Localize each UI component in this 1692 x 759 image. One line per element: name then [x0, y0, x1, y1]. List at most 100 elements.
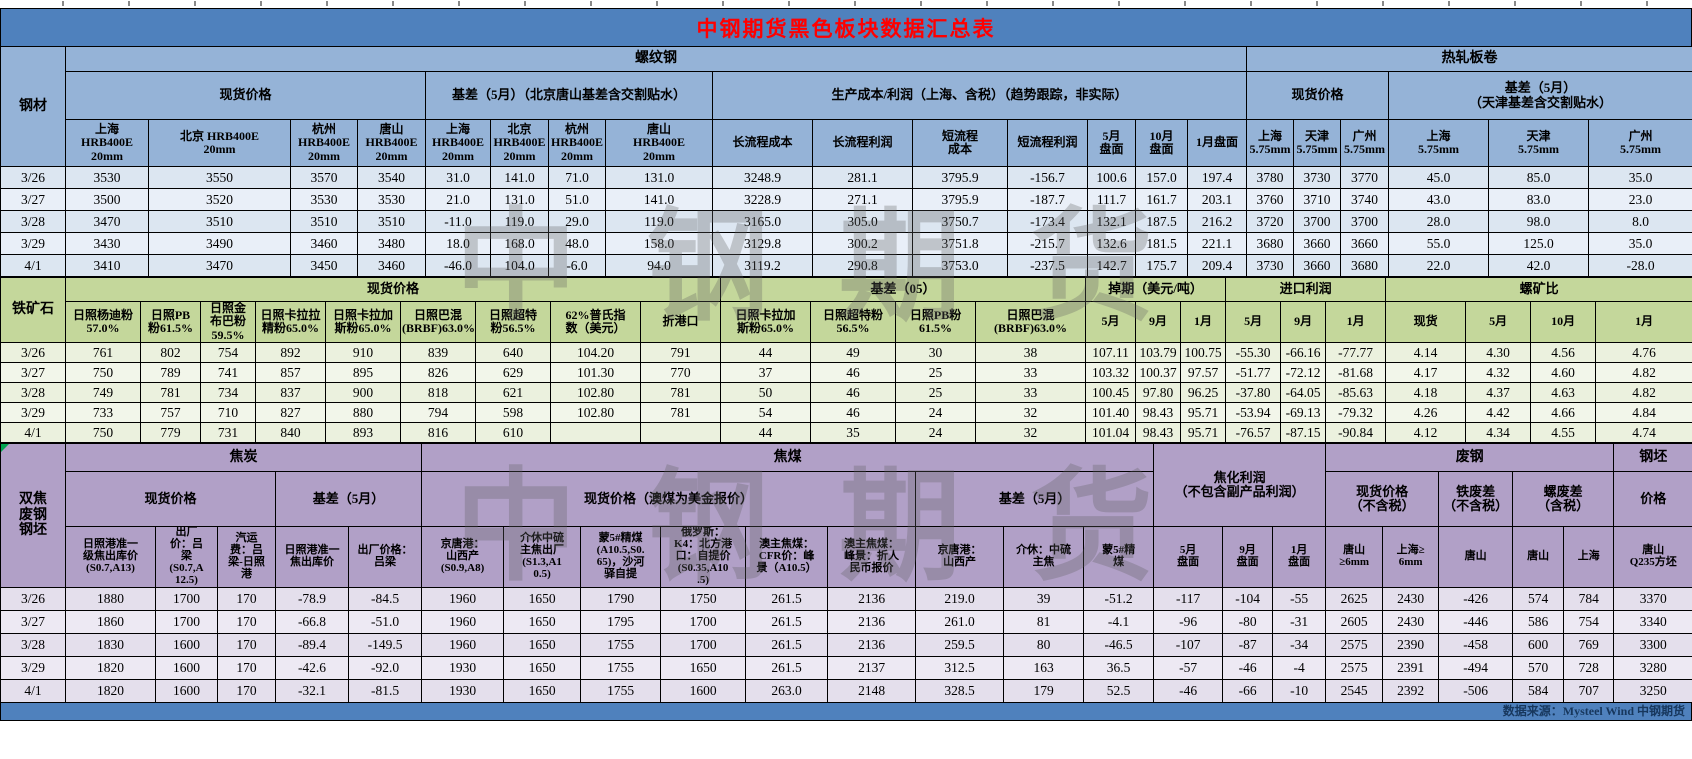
data-cell: 31.0 — [425, 166, 491, 189]
row-date: 3/28 — [0, 632, 66, 657]
data-cell: 259.5 — [915, 632, 1005, 657]
data-cell: -32.1 — [275, 678, 349, 703]
data-cell: 1600 — [660, 678, 747, 703]
column-header: 上海 5.75mm — [1388, 119, 1489, 167]
table-row: 3/28 3470 3510 3510 3510 -11.0 119.0 29.0 119.0 3… — [0, 210, 1692, 233]
column-header: 唐山 ≥6mm — [1325, 526, 1384, 588]
data-cell: 3750.7 — [912, 210, 1008, 233]
data-cell: 179 — [1003, 678, 1085, 703]
data-cell: 50 — [720, 382, 812, 404]
table-row: 3/26 3530 3550 3570 3540 31.0 141.0 71.0 131.0 32… — [0, 166, 1692, 189]
data-cell: 81 — [1003, 609, 1085, 634]
data-cell: 3570 — [290, 166, 358, 189]
data-cell: 2392 — [1382, 678, 1440, 703]
data-cell: 839 — [400, 342, 476, 364]
data-cell: 2148 — [827, 678, 917, 703]
column-header: 上海 — [1563, 526, 1615, 588]
data-cell: 3730 — [1293, 166, 1341, 189]
data-cell: 33 — [975, 362, 1087, 384]
group-header-cost-profit: 生产成本/利润（上海、含税）（趋势跟踪，非实际） — [712, 71, 1247, 120]
row-date: 3/29 — [0, 402, 66, 424]
data-cell: 141.0 — [490, 166, 549, 189]
column-header: 日照杨迪粉 57.0% — [65, 300, 141, 344]
data-cell: 741 — [200, 362, 256, 384]
column-header: 5月 — [1085, 300, 1137, 344]
data-cell: 1700 — [155, 609, 218, 634]
data-cell: 3680 — [1246, 232, 1294, 255]
data-cell: -46.0 — [425, 254, 491, 277]
data-cell: 4.76 — [1595, 342, 1692, 364]
column-header: 1月 盘面 — [1272, 526, 1327, 588]
table-row: 3/27 3500 3520 3530 3530 21.0 131.0 51.0 141.0 32… — [0, 188, 1692, 211]
data-cell: 2625 — [1325, 586, 1384, 611]
data-cell: 1600 — [155, 678, 218, 703]
data-cell: 100.45 — [1085, 382, 1137, 404]
data-cell: 4.84 — [1595, 402, 1692, 424]
group-header-coke-spot: 现货价格 — [65, 471, 276, 528]
data-cell: 4.60 — [1530, 362, 1597, 384]
iron-group-row: 铁矿石 现货价格 基差（05） 掉期（美元/吨） 进口利润 螺矿比 — [0, 276, 1692, 344]
data-cell: 600 — [1512, 632, 1565, 657]
data-cell: 3530 — [290, 188, 358, 211]
data-cell: 769 — [1563, 632, 1615, 657]
data-cell: 840 — [255, 422, 326, 444]
data-cell: 261.5 — [745, 632, 829, 657]
data-cell: 83.0 — [1488, 188, 1589, 211]
column-header: 上海≥ 6mm — [1382, 526, 1440, 588]
data-cell: 1790 — [580, 586, 662, 611]
data-cell: -173.4 — [1007, 210, 1088, 233]
data-cell: 1755 — [580, 655, 662, 680]
group-header-coking-coal: 焦煤 — [421, 443, 1155, 473]
group-header-billet-price: 价格 — [1613, 471, 1692, 528]
data-cell: -51.0 — [347, 609, 423, 634]
data-cell: -55.30 — [1225, 342, 1282, 364]
data-cell: 261.5 — [745, 609, 829, 634]
table-row: 3/28 1830 1600 170 -89.4 -149.5 1960 1650 1755 17… — [0, 632, 1692, 657]
data-cell: -92.0 — [347, 655, 423, 680]
column-header: 蒙5#精 煤 — [1083, 526, 1155, 588]
data-cell: 1650 — [503, 586, 582, 611]
data-cell: 187.5 — [1135, 210, 1188, 233]
data-cell: 141.0 — [605, 188, 713, 211]
data-cell: 3460 — [290, 232, 358, 255]
column-header: 天津 5.75mm — [1293, 119, 1341, 167]
data-cell: 570 — [1512, 655, 1565, 680]
data-cell: -28.0 — [1587, 254, 1692, 277]
data-cell: 98.43 — [1135, 422, 1182, 444]
data-cell: 261.5 — [745, 655, 829, 680]
column-header: 折港口 — [639, 300, 722, 344]
data-cell: -107 — [1153, 632, 1224, 657]
column-header: 62%普氏指 数（美元） — [550, 300, 641, 344]
data-cell: 1750 — [660, 586, 747, 611]
data-cell: 32 — [975, 402, 1087, 424]
data-cell: 1860 — [65, 609, 156, 634]
table-row: 4/1 750 779 731 840 893 816 610 44 35 24 32 101.04 98… — [0, 422, 1692, 444]
column-header: 9月 — [1135, 300, 1182, 344]
data-cell: 101.30 — [550, 362, 641, 384]
data-cell: 3795.9 — [912, 188, 1008, 211]
data-cell: 49 — [810, 342, 897, 364]
data-cell: 3510 — [290, 210, 358, 233]
data-cell: 910 — [325, 342, 401, 364]
group-header-coal-spot: 现货价格（澳煤为美金报价） — [421, 471, 917, 528]
data-cell: 3500 — [65, 188, 149, 211]
data-cell: 261.5 — [745, 586, 829, 611]
data-cell: 119.0 — [490, 210, 549, 233]
data-cell: 794 — [400, 402, 476, 424]
data-cell: 3660 — [1340, 232, 1389, 255]
data-cell: -149.5 — [347, 632, 423, 657]
data-cell: 131.0 — [490, 188, 549, 211]
table-row: 3/26 761 802 754 892 910 839 640 104.20 791 44 49 30… — [0, 342, 1692, 364]
column-header: 9月 盘面 — [1222, 526, 1274, 588]
data-cell: 3228.9 — [712, 188, 813, 211]
data-cell: 3280 — [1613, 655, 1692, 680]
column-header: 出厂价格： 吕梁 — [347, 526, 423, 588]
column-header: 日照巴混 (BRBF)63.0% — [975, 300, 1087, 344]
data-cell: 731 — [200, 422, 256, 444]
data-cell: 219.0 — [915, 586, 1005, 611]
row-date: 3/29 — [0, 232, 66, 255]
data-cell: 2136 — [827, 609, 917, 634]
coke-band-row: 双焦 废钢 钢坯 焦炭 焦煤 焦化利润 （不包含副产品利润） 废钢 钢坯 — [0, 443, 1692, 588]
data-cell: 4.18 — [1385, 382, 1467, 404]
data-cell: -446 — [1438, 609, 1514, 634]
